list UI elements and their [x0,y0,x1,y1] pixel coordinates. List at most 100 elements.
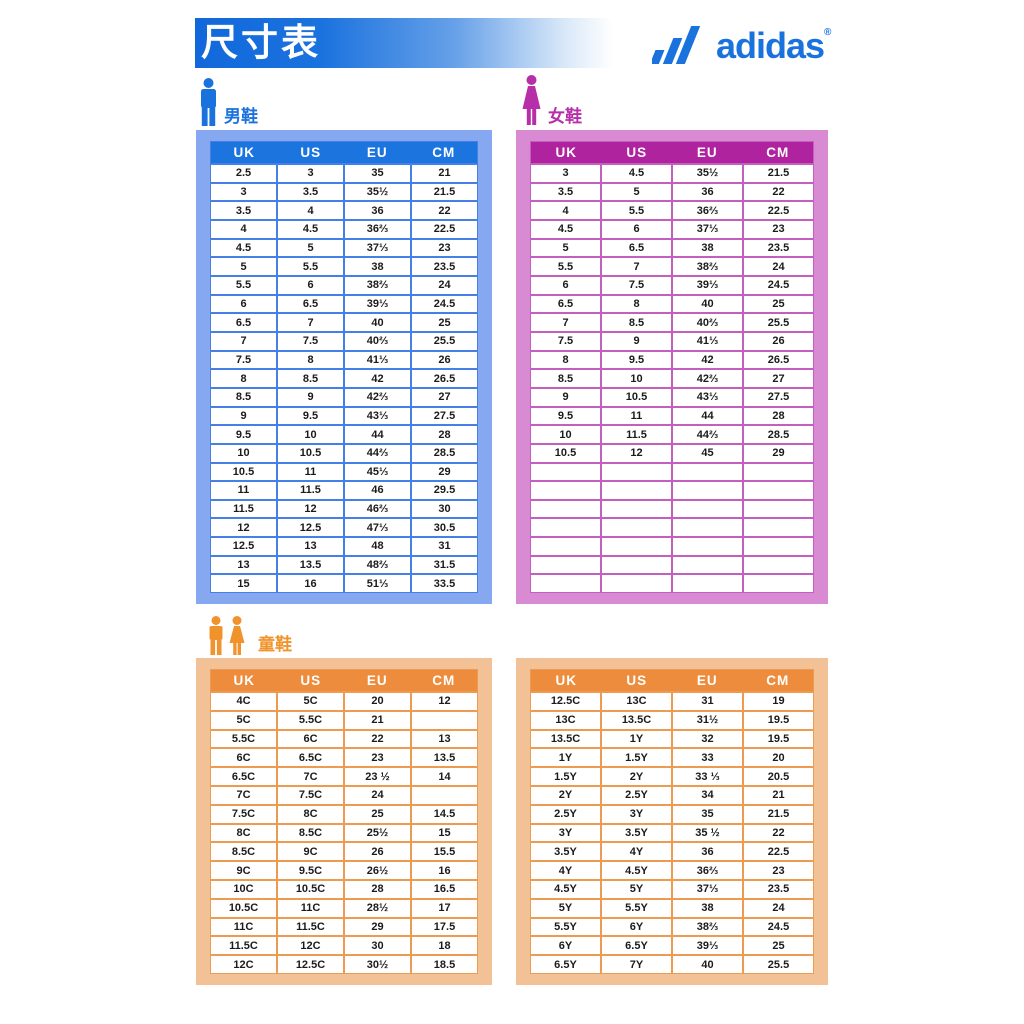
table-cell: 12 [412,693,477,710]
table-cell: 12C [278,937,343,955]
table-cell: 16 [412,862,477,879]
table-row: 2Y 2.5Y 34 21 [531,786,813,804]
table-cell: 19 [744,693,813,710]
empty-table-row [531,500,813,518]
table-cell: 10.5 [278,444,343,462]
table-cell: 25 [412,314,477,331]
table-cell: 18.5 [412,956,477,973]
table-row: 13C 13.5C 31½ 19.5 [531,711,813,729]
kids-left-table-grid: UK US EU CM 4C 5C 20 12 5C 5.5C 21 5.5C 6C 22 13 6C 6.5… [210,669,478,974]
table-cell: 36⅔ [673,202,742,219]
table-row: 12.5 13 48 31 [211,538,477,555]
table-cell [531,538,600,555]
table-cell: 37⅓ [673,880,742,898]
table-cell: 40 [673,956,742,973]
table-cell: 21 [412,165,477,182]
table-cell: 25.5 [412,332,477,350]
table-cell: 6Y [602,918,671,936]
table-cell: 5 [531,239,600,257]
table-cell: 23.5 [744,239,813,257]
table-cell: 8C [278,805,343,823]
table-cell: 3 [211,183,276,201]
table-cell: 9.5 [211,426,276,443]
table-cell: 12.5 [278,519,343,537]
table-cell: 6.5 [531,295,600,313]
table-cell: 12.5C [531,693,600,710]
table-cell: 40 [673,295,742,313]
table-cell [602,482,671,499]
table-cell: 5C [211,711,276,729]
table-cell: 28 [744,407,813,425]
table-cell: 7 [531,314,600,331]
table-cell: 42⅔ [673,370,742,387]
table-row: 2.5 3 35 21 [211,165,477,182]
table-cell: 33.5 [412,575,477,593]
table-cell: 38 [673,239,742,257]
women-table-header: UK US EU CM [531,142,813,163]
table-cell: 28.5 [744,426,813,443]
table-cell: 42 [673,351,742,369]
table-cell: 24.5 [412,295,477,313]
table-cell [744,519,813,537]
table-cell: 10 [211,444,276,462]
table-cell: 6.5 [278,295,343,313]
table-cell: 38⅔ [673,258,742,275]
table-cell: 1Y [602,730,671,748]
table-cell: 8C [211,824,276,842]
table-cell: 35 ½ [673,824,742,842]
table-cell: 3.5 [531,183,600,201]
table-cell: 2.5Y [531,805,600,823]
table-cell: 44⅔ [673,426,742,443]
table-cell: 23 [412,239,477,257]
table-cell: 36⅔ [673,862,742,879]
table-row: 6 6.5 39⅓ 24.5 [211,295,477,313]
table-cell: 23.5 [412,258,477,275]
table-cell: 28 [412,426,477,443]
table-cell: 11 [602,407,671,425]
table-cell: 27.5 [412,407,477,425]
table-cell: 24.5 [744,918,813,936]
kids-right-table-header: UK US EU CM [531,670,813,691]
table-cell: 36⅔ [345,220,410,238]
table-cell: 5Y [602,880,671,898]
table-cell: 42 [345,370,410,387]
table-cell: 36 [345,202,410,219]
table-cell: 5.5 [531,258,600,275]
table-cell: 13.5C [531,730,600,748]
table-cell: 5 [211,258,276,275]
table-cell: 23 [744,862,813,879]
table-cell: 41⅓ [673,332,742,350]
table-cell: 31 [673,693,742,710]
table-cell: 35 [345,165,410,182]
table-cell: 4 [531,202,600,219]
column-header: US [300,145,322,160]
table-cell: 26 [345,843,410,861]
table-cell: 40⅔ [673,314,742,331]
table-cell [531,500,600,518]
table-cell: 11 [211,482,276,499]
table-cell: 7C [211,786,276,804]
table-cell: 26 [744,332,813,350]
table-cell: 4.5 [278,220,343,238]
table-cell: 9.5 [278,407,343,425]
table-cell: 6.5C [211,768,276,785]
table-row: 9.5 11 44 28 [531,407,813,425]
table-cell: 23.5 [744,880,813,898]
table-cell: 25½ [345,824,410,842]
table-cell: 7.5 [278,332,343,350]
table-cell: 6 [531,276,600,294]
table-cell: 33 ⅓ [673,768,742,785]
table-row: 4.5 6 37⅓ 23 [531,220,813,238]
table-cell: 9.5 [531,407,600,425]
table-cell: 38⅔ [673,918,742,936]
table-cell: 39⅓ [673,276,742,294]
table-cell: 8 [531,351,600,369]
table-cell [531,519,600,537]
table-cell: 16.5 [412,880,477,898]
table-cell: 37⅓ [673,220,742,238]
table-cell: 13.5 [278,556,343,574]
table-row: 9C 9.5C 26½ 16 [211,862,477,879]
empty-table-row [531,556,813,574]
column-header: UK [233,145,255,160]
table-cell: 36 [673,183,742,201]
